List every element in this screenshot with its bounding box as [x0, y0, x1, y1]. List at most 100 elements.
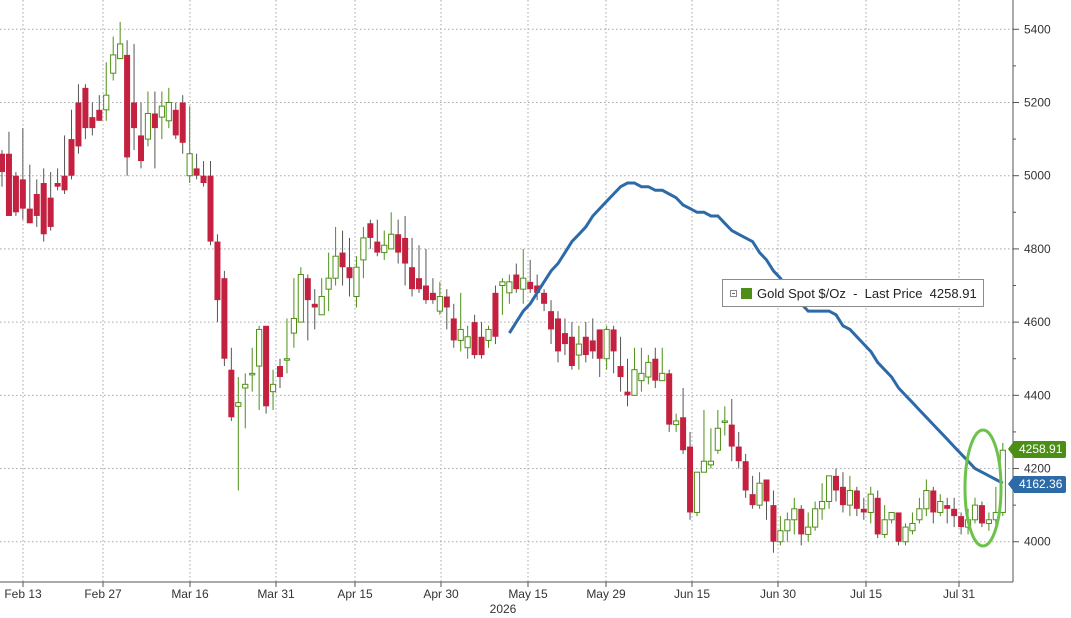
- candle-body-down: [346, 267, 353, 279]
- candle: [19, 128, 26, 220]
- candle-body-down: [19, 179, 26, 209]
- candle-body-up: [360, 237, 367, 261]
- candle: [0, 150, 5, 187]
- legend-toggle-icon[interactable]: [730, 289, 737, 297]
- candle: [652, 347, 659, 388]
- candle-body-down: [395, 234, 402, 253]
- candle: [200, 161, 207, 187]
- candle: [680, 388, 687, 454]
- candle: [846, 475, 853, 517]
- y-tick-label: 5000: [1024, 169, 1051, 183]
- candle-body-down: [749, 494, 756, 506]
- candle-body-down: [82, 87, 89, 129]
- candle: [520, 248, 527, 304]
- candle-body-up: [464, 336, 471, 349]
- candle: [485, 325, 492, 348]
- candle: [971, 497, 979, 524]
- x-tick-label: Mar 31: [257, 587, 295, 601]
- x-axis-ticks: Feb 13 Feb 27 Mar 16 Mar 31 Apr 15 Apr 30 May …: [4, 582, 975, 601]
- candle: [610, 325, 617, 374]
- candle-body-down: [513, 274, 520, 290]
- candle-body-up: [603, 328, 610, 360]
- candlestick-series: [0, 21, 1006, 553]
- candle-body-down: [860, 508, 867, 513]
- candle: [471, 314, 478, 359]
- candle-body-up: [318, 295, 325, 316]
- candle-body-down: [930, 490, 937, 513]
- candle: [325, 252, 332, 312]
- candle: [395, 219, 402, 264]
- candle: [47, 172, 54, 231]
- candle-body-down: [610, 329, 617, 352]
- candle: [249, 347, 256, 392]
- candle-body-down: [680, 417, 687, 451]
- candle: [568, 322, 575, 370]
- candle: [798, 505, 805, 546]
- candle: [673, 413, 680, 432]
- candle: [777, 516, 784, 546]
- candle: [172, 102, 179, 140]
- candle: [214, 234, 221, 323]
- y-tick-label: 5400: [1024, 22, 1051, 36]
- candle-body-up: [645, 361, 652, 378]
- candle-body-down: [492, 292, 499, 337]
- candle: [693, 471, 701, 517]
- candle: [985, 512, 992, 531]
- candle-body-down: [763, 479, 770, 502]
- candle-body-down: [624, 391, 631, 396]
- candle: [422, 248, 429, 304]
- candle-body-down: [443, 296, 450, 308]
- candle-body-down: [951, 508, 958, 517]
- candle: [263, 325, 270, 414]
- x-tick-label: Apr 15: [337, 587, 373, 601]
- candle: [492, 285, 499, 345]
- candle: [89, 102, 96, 136]
- candle-body-up: [144, 112, 152, 140]
- candle-body-up: [659, 372, 666, 382]
- candle-body-up: [881, 519, 888, 535]
- candle: [5, 131, 12, 216]
- candle-body-down: [666, 373, 673, 425]
- candle-body-down: [958, 516, 965, 528]
- x-tick-label: Jun 15: [674, 587, 710, 601]
- candle: [165, 87, 172, 129]
- candle-body-up: [902, 526, 909, 543]
- y-tick-label: 4000: [1024, 535, 1051, 549]
- candle: [193, 153, 200, 180]
- candle: [61, 135, 68, 194]
- candle: [742, 453, 749, 498]
- candle: [290, 278, 297, 348]
- candle: [513, 263, 520, 293]
- candle-body-up: [916, 508, 923, 521]
- candle-body-down: [596, 329, 603, 359]
- candle: [179, 95, 186, 154]
- candle-body-up: [631, 369, 638, 396]
- candle: [54, 168, 61, 191]
- candle: [659, 347, 666, 382]
- candle-body-down: [33, 194, 40, 216]
- candle-body-down: [416, 278, 422, 290]
- candle-body-down: [833, 475, 839, 491]
- candle-body-down: [367, 223, 374, 238]
- candle-body-up: [805, 526, 812, 535]
- legend[interactable]: Gold Spot $/Oz - Last Price 4258.91: [722, 279, 984, 307]
- candle-body-down: [874, 497, 881, 535]
- candle-body-up: [707, 460, 714, 466]
- candle-body-down: [68, 139, 75, 176]
- candle-body-down: [568, 336, 575, 367]
- candle: [833, 468, 839, 502]
- candle: [874, 490, 881, 539]
- candle: [40, 168, 47, 242]
- candle-body-down: [541, 292, 548, 304]
- candle-body-down: [124, 54, 131, 158]
- candle: [749, 475, 756, 509]
- candle: [951, 497, 958, 528]
- candle-body-down: [40, 183, 47, 235]
- candle: [186, 106, 193, 184]
- candle: [909, 512, 916, 535]
- x-tick-label: Jun 30: [760, 587, 796, 601]
- candle: [339, 230, 346, 286]
- candle-body-up: [186, 153, 193, 177]
- candle: [631, 347, 638, 396]
